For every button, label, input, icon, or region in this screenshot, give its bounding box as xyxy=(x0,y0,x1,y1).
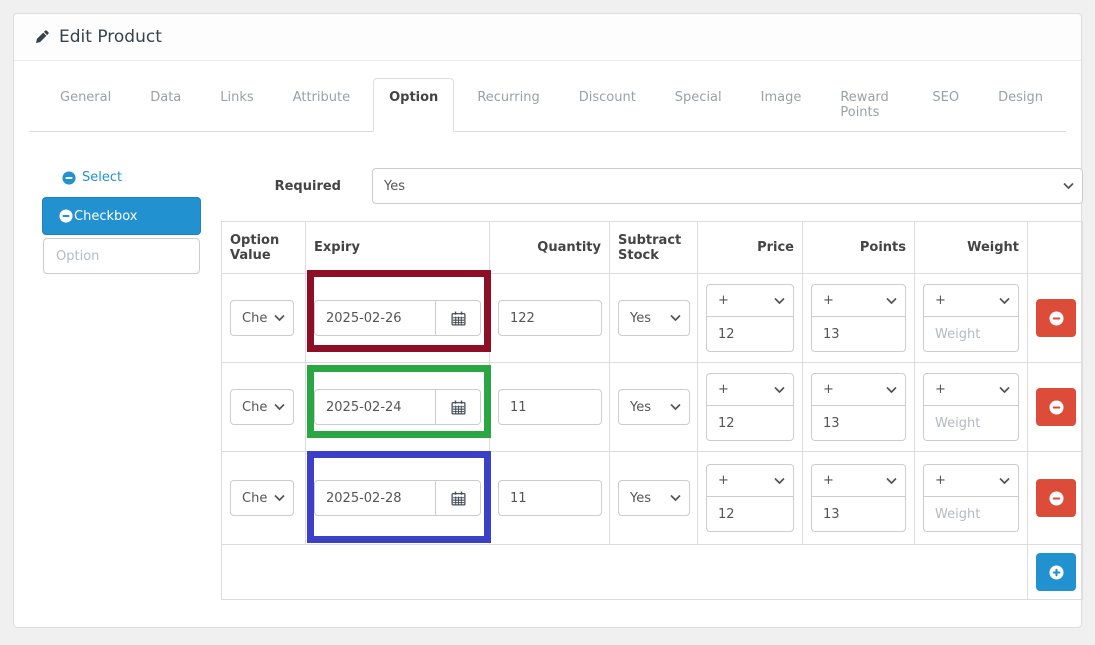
subtract-stock-select[interactable]: Yes xyxy=(618,480,690,516)
sidebar-item-select[interactable]: Select xyxy=(62,170,122,185)
calendar-icon xyxy=(450,311,466,326)
points-input[interactable] xyxy=(811,405,906,441)
tab-seo[interactable]: SEO xyxy=(932,90,960,105)
price-input[interactable] xyxy=(706,316,794,352)
tab-option[interactable]: Option xyxy=(373,78,455,132)
quantity-input[interactable] xyxy=(498,480,602,516)
col-option-value: Option Value xyxy=(221,221,306,274)
tab-design[interactable]: Design xyxy=(998,90,1043,105)
weight-input[interactable] xyxy=(923,316,1019,352)
tab-bar: General Data Links Attribute Option Recu… xyxy=(29,78,1066,132)
required-label: Required xyxy=(274,178,341,194)
points-input[interactable] xyxy=(811,316,906,352)
minus-circle-icon xyxy=(1048,310,1064,326)
col-price: Price xyxy=(697,221,803,274)
expiry-date-input[interactable] xyxy=(314,389,436,425)
remove-row-button[interactable] xyxy=(1036,479,1076,517)
subtract-stock-select[interactable]: Yes xyxy=(618,389,690,425)
col-quantity: Quantity xyxy=(489,221,610,274)
option-value-select[interactable]: Che xyxy=(230,389,294,425)
option-autocomplete-input[interactable] xyxy=(43,238,200,274)
price-prefix-select[interactable]: + xyxy=(706,373,794,406)
tab-reward-points[interactable]: Reward Points xyxy=(840,90,889,120)
tab-discount[interactable]: Discount xyxy=(578,90,636,105)
required-row: Required Yes xyxy=(221,168,1083,204)
minus-circle-icon xyxy=(1048,490,1064,506)
calendar-icon xyxy=(450,491,466,506)
page-title: Edit Product xyxy=(59,27,162,47)
edit-product-panel: Edit Product General Data Links Attribut… xyxy=(13,13,1083,628)
col-weight: Weight xyxy=(914,221,1028,274)
points-input[interactable] xyxy=(811,496,906,532)
remove-row-button[interactable] xyxy=(1036,299,1076,337)
price-prefix-select[interactable]: + xyxy=(706,284,794,317)
tab-links[interactable]: Links xyxy=(220,90,254,105)
quantity-input[interactable] xyxy=(498,300,602,336)
tab-attribute[interactable]: Attribute xyxy=(292,90,351,105)
add-row-button[interactable] xyxy=(1036,553,1076,591)
sidebar-item-label: Select xyxy=(82,170,123,185)
option-value-row: Che xyxy=(221,362,1083,452)
panel-header: Edit Product xyxy=(14,14,1081,61)
calendar-button[interactable] xyxy=(436,389,481,425)
tab-image[interactable]: Image xyxy=(760,90,802,105)
option-value-row: Che xyxy=(221,273,1083,363)
price-prefix-select[interactable]: + xyxy=(706,464,794,497)
tab-special[interactable]: Special xyxy=(674,90,722,105)
subtract-stock-select[interactable]: Yes xyxy=(618,300,690,336)
weight-prefix-select[interactable]: + xyxy=(923,284,1019,317)
tab-general[interactable]: General xyxy=(60,90,112,105)
points-prefix-select[interactable]: + xyxy=(811,464,906,497)
expiry-date-input[interactable] xyxy=(314,300,436,336)
minus-circle-icon xyxy=(59,209,73,223)
points-prefix-select[interactable]: + xyxy=(811,284,906,317)
sidebar-item-label: Checkbox xyxy=(74,208,138,224)
expiry-date-input[interactable] xyxy=(314,480,436,516)
option-sidebar: Select Checkbox xyxy=(42,168,201,600)
option-value-row: Che xyxy=(221,451,1083,545)
points-prefix-select[interactable]: + xyxy=(811,373,906,406)
weight-input[interactable] xyxy=(923,496,1019,532)
minus-circle-icon xyxy=(62,170,76,185)
col-action xyxy=(1027,221,1083,274)
option-value-select[interactable]: Che xyxy=(230,480,294,516)
required-select[interactable]: Yes xyxy=(372,168,1083,204)
price-input[interactable] xyxy=(706,496,794,532)
weight-prefix-select[interactable]: + xyxy=(923,464,1019,497)
tab-recurring[interactable]: Recurring xyxy=(477,90,540,105)
table-footer-row xyxy=(221,544,1083,600)
table-header-row: Option Value Expiry Quantity Subtract St… xyxy=(221,221,1083,274)
calendar-button[interactable] xyxy=(436,480,481,516)
col-points: Points xyxy=(802,221,915,274)
calendar-icon xyxy=(450,400,466,415)
price-input[interactable] xyxy=(706,405,794,441)
quantity-input[interactable] xyxy=(498,389,602,425)
tab-data[interactable]: Data xyxy=(150,90,182,105)
remove-row-button[interactable] xyxy=(1036,388,1076,426)
plus-circle-icon xyxy=(1048,564,1064,580)
sidebar-item-checkbox[interactable]: Checkbox xyxy=(42,197,201,235)
col-subtract-stock: Subtract Stock xyxy=(609,221,698,274)
option-value-select[interactable]: Che xyxy=(230,300,294,336)
pencil-icon xyxy=(34,29,50,45)
calendar-button[interactable] xyxy=(436,300,481,336)
col-expiry: Expiry xyxy=(305,221,490,274)
option-values-table: Option Value Expiry Quantity Subtract St… xyxy=(221,221,1083,600)
weight-input[interactable] xyxy=(923,405,1019,441)
minus-circle-icon xyxy=(1048,399,1064,415)
weight-prefix-select[interactable]: + xyxy=(923,373,1019,406)
